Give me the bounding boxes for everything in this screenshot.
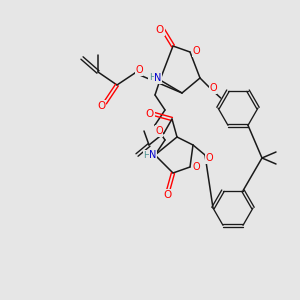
Text: O: O [209, 83, 217, 93]
Text: O: O [146, 109, 154, 119]
Text: O: O [155, 126, 163, 136]
Text: O: O [135, 65, 143, 75]
Text: N: N [149, 150, 157, 160]
Text: N: N [154, 73, 162, 83]
Text: O: O [205, 153, 213, 163]
Text: H: H [148, 74, 155, 82]
Text: O: O [192, 46, 200, 56]
Text: O: O [97, 101, 105, 111]
Text: O: O [164, 190, 172, 200]
Text: O: O [156, 25, 164, 35]
Text: O: O [192, 162, 200, 172]
Text: H: H [144, 151, 150, 160]
